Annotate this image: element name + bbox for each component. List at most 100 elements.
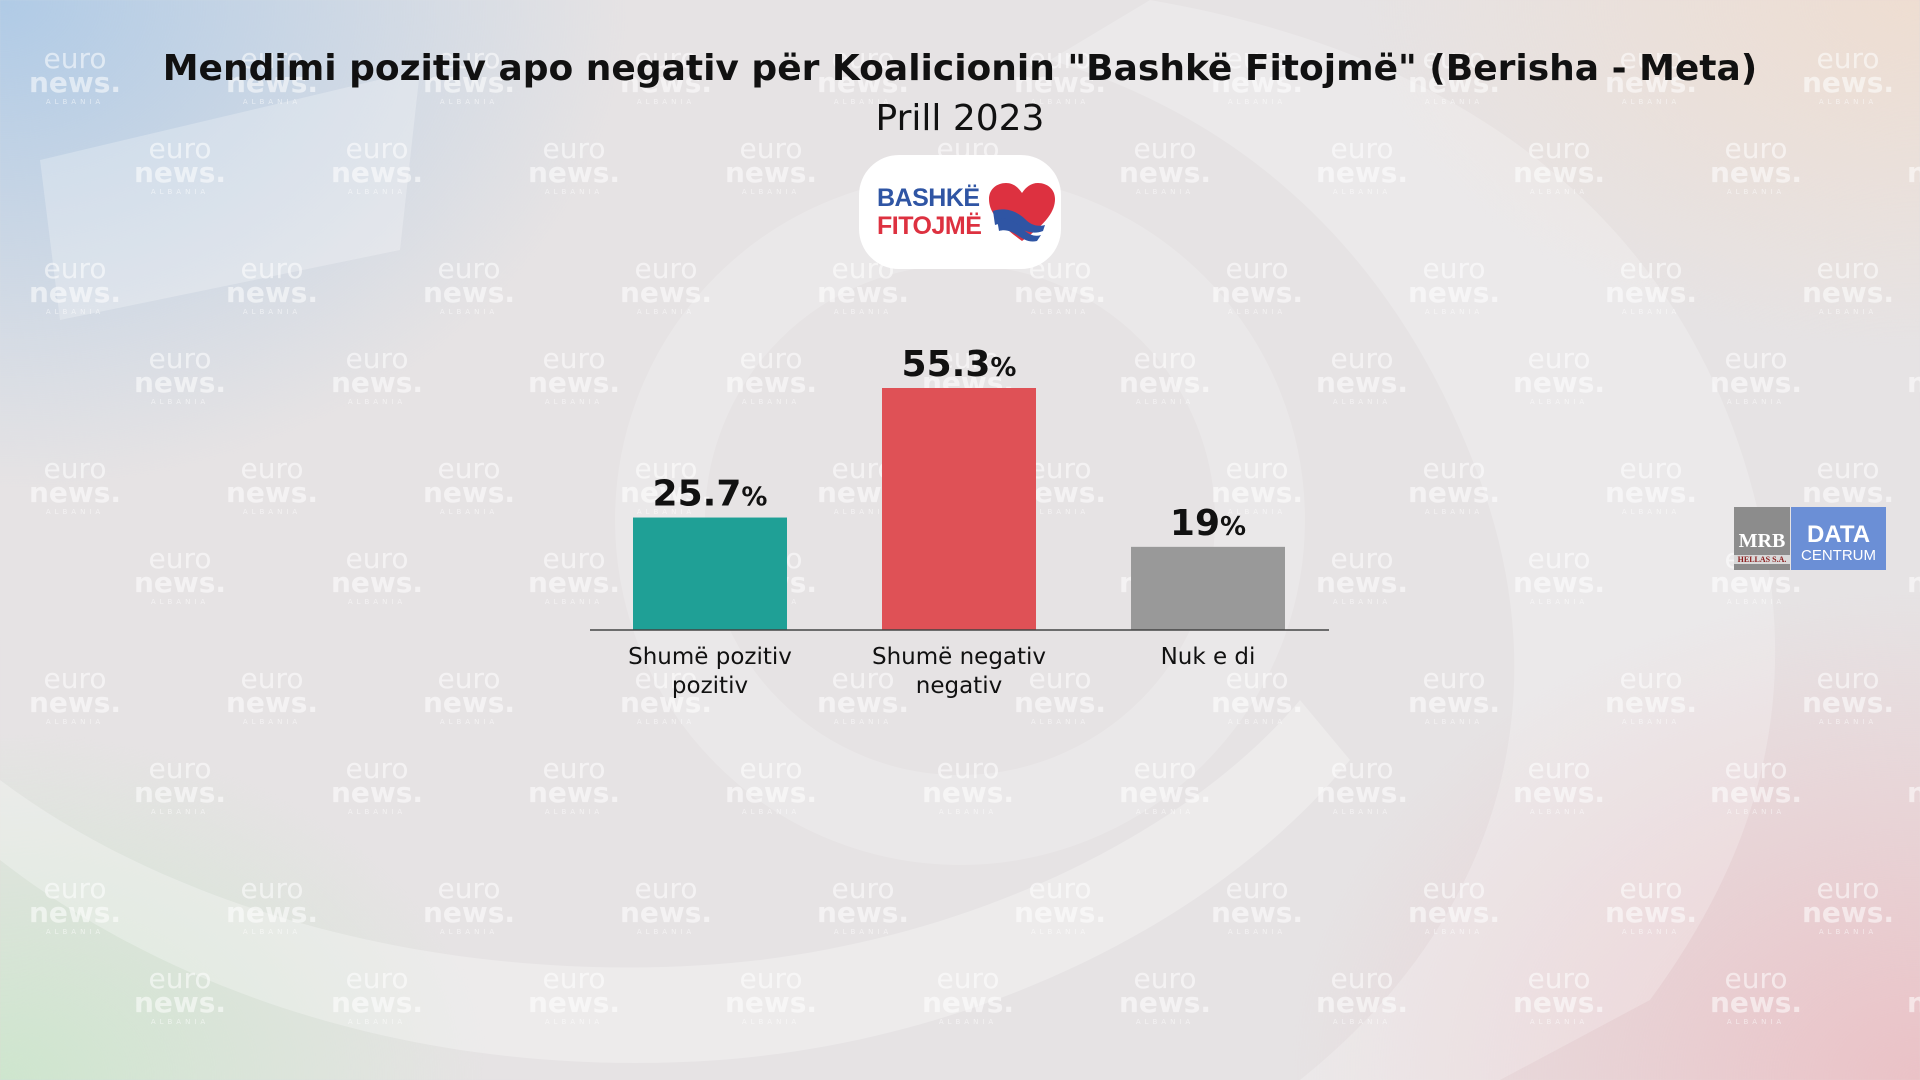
source-logo: MRB HELLAS S.A. DATA CENTRUM bbox=[1734, 507, 1886, 570]
value-label-positive: 25.7% bbox=[653, 474, 768, 515]
bar-dont-know bbox=[1131, 546, 1285, 630]
category-label-negative: negativ bbox=[916, 673, 1002, 699]
bar-negative bbox=[882, 388, 1036, 630]
category-label-dont-know: Nuk e di bbox=[1161, 644, 1256, 670]
value-label-negative: 55.3% bbox=[902, 344, 1017, 385]
category-label-positive: Shumë pozitiv bbox=[628, 644, 792, 670]
logo-line-1: BASHKË bbox=[877, 184, 980, 212]
labels-group: 25.7% Shumë pozitiv pozitiv 55.3% Shumë nega… bbox=[628, 344, 1255, 699]
value-label-dont-know: 19% bbox=[1170, 503, 1246, 544]
mrb-logo-text: MRB bbox=[1738, 530, 1786, 552]
chart-title: Mendimi pozitiv apo negativ për Koalicio… bbox=[162, 48, 1758, 89]
category-label-positive: pozitiv bbox=[672, 673, 748, 699]
bar-positive bbox=[633, 517, 787, 630]
logo-line-2: FITOJMË bbox=[877, 212, 982, 240]
datacentrum-logo-text: DATA bbox=[1806, 521, 1871, 548]
bars-group bbox=[633, 388, 1285, 630]
coalition-logo: BASHKË FITOJMË bbox=[859, 155, 1061, 269]
mrb-logo-subtext: HELLAS S.A. bbox=[1734, 555, 1790, 564]
heart-hands-icon bbox=[989, 183, 1055, 242]
